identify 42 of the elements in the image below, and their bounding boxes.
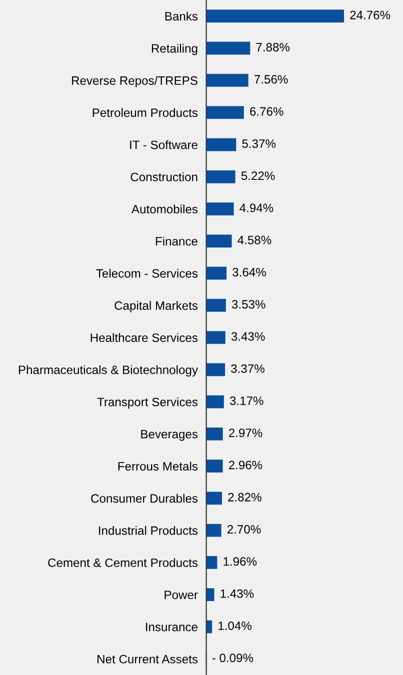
data-label: 3.64%: [232, 268, 266, 276]
y-tick-label: Capital Markets: [114, 300, 198, 312]
data-label: 3.43%: [231, 332, 265, 341]
y-tick-label: Power: [164, 590, 198, 600]
y-tick-label: Reverse Repos/TREPS: [72, 76, 198, 88]
y-tick-label: Transport Services: [97, 397, 198, 409]
data-label: 1.96%: [224, 557, 257, 566]
y-tick-label: Retailing: [152, 44, 198, 56]
data-label: 2.70%: [227, 525, 261, 534]
y-tick-label: Insurance: [146, 622, 198, 632]
data-label: 3.53%: [232, 300, 266, 309]
data-label: 1.43%: [220, 589, 254, 598]
y-tick-label: Healthcare Services: [90, 333, 198, 342]
data-label: 7.56%: [254, 75, 288, 84]
y-tick-label: Telecom - Services: [96, 268, 198, 278]
data-label: 6.76%: [250, 107, 284, 116]
data-label: 7.88%: [256, 42, 290, 52]
y-tick-label: IT - Software: [130, 140, 198, 150]
data-label: 5.37%: [242, 139, 276, 148]
data-label: - 0.09%: [212, 654, 254, 662]
data-label: 2.96%: [228, 460, 262, 470]
data-label: 1.04%: [218, 621, 252, 630]
y-tick-label: Beverages: [141, 430, 198, 441]
data-label: 4.58%: [238, 236, 272, 244]
data-label: 4.94%: [240, 204, 274, 212]
data-label: 2.82%: [228, 492, 262, 502]
data-label: 2.97%: [228, 428, 262, 438]
y-tick-label: Cement & Cement Products: [48, 558, 198, 567]
data-label: 3.17%: [230, 396, 264, 406]
y-tick-label: Ferrous Metals: [118, 462, 198, 471]
y-tick-label: Petroleum Products: [92, 108, 198, 117]
y-tick-label: Automobiles: [131, 204, 198, 214]
y-tick-label: Construction: [130, 172, 198, 182]
data-label: 3.37%: [231, 364, 264, 373]
data-label: 24.76%: [350, 10, 390, 20]
y-tick-label: Industrial Products: [99, 526, 198, 535]
y-tick-label: Consumer Durables: [91, 494, 198, 503]
y-tick-label: Pharmaceuticals & Biotechnology: [18, 365, 198, 377]
y-tick-label: Finance: [156, 236, 198, 246]
y-tick-label: Net Current Assets: [98, 654, 198, 664]
data-label: 5.22%: [241, 171, 275, 180]
y-tick-label: Banks: [165, 12, 198, 21]
